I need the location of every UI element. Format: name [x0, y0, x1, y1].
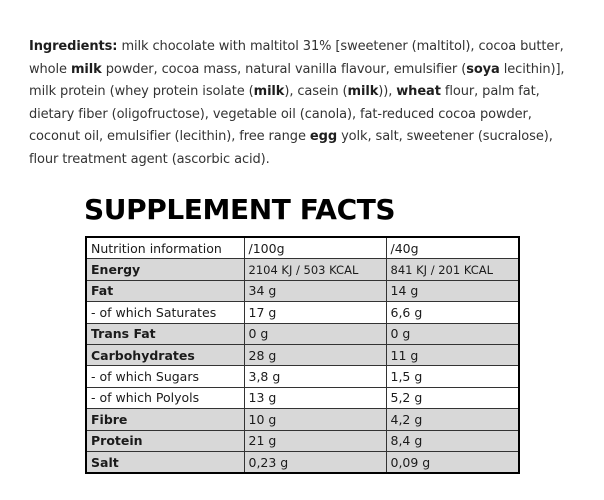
value-per-40g: 0,09 g — [385, 450, 520, 474]
table-row: Salt 0,23 g 0,09 g — [85, 450, 520, 474]
header-per-100g: /100g — [243, 236, 387, 260]
table-header-row: Nutrition information /100g /40g — [85, 236, 520, 260]
ingredient-text: lecithin)], milk protein (whey protein i… — [29, 61, 565, 100]
value-per-100g: 17 g — [243, 301, 387, 324]
value-per-40g: 0 g — [385, 322, 520, 345]
value-per-100g: 28 g — [243, 343, 387, 367]
value-per-40g: 4,2 g — [385, 408, 520, 431]
value-per-40g: 11 g — [385, 343, 520, 367]
ingredient-text: )), — [378, 84, 397, 99]
table-row: Carbohydrates 28 g 11 g — [85, 343, 520, 367]
value-per-40g: 5,2 g — [385, 386, 520, 410]
header-per-40g: /40g — [385, 236, 520, 260]
nutrient-label: Protein — [85, 429, 245, 452]
value-per-100g: 10 g — [243, 408, 387, 431]
nutrient-label: Trans Fat — [85, 322, 245, 345]
supplement-facts-title: SUPPLEMENT FACTS — [84, 193, 396, 226]
ingredient-text: milk chocolate with maltitol 31% [sweete… — [29, 39, 564, 77]
nutrient-label: Carbohydrates — [85, 343, 245, 367]
value-per-40g: 14 g — [385, 279, 520, 303]
nutrient-label: - of which Polyols — [85, 386, 245, 410]
nutrient-label: Salt — [85, 450, 245, 474]
ingredient-bold-text: wheat — [396, 84, 441, 99]
ingredient-bold-text: milk — [347, 84, 379, 99]
ingredient-bold-text: milk — [253, 84, 285, 99]
ingredients-paragraph: Ingredients: milk chocolate with maltito… — [29, 36, 579, 171]
value-per-100g: 13 g — [243, 386, 387, 410]
ingredient-bold-text: milk — [70, 61, 102, 77]
value-per-100g: 0 g — [243, 322, 387, 345]
ingredient-text: powder, cocoa mass, natural vanilla flav… — [101, 61, 467, 77]
value-per-100g: 34 g — [243, 279, 387, 303]
nutrient-label: - of which Saturates — [85, 301, 245, 324]
ingredient-text: flour, palm fat, dietary fiber (oligofru… — [29, 84, 540, 144]
nutrient-label: Energy — [85, 258, 245, 281]
table-row: - of which Polyols 13 g 5,2 g — [85, 386, 520, 410]
table-row: - of which Sugars 3,8 g 1,5 g — [85, 365, 520, 388]
ingredient-text: yolk, salt, sweetener (sucralose), flour… — [29, 129, 553, 167]
value-per-100g: 3,8 g — [243, 365, 387, 388]
value-per-40g: 8,4 g — [385, 429, 520, 452]
table-row: Energy 2104 KJ / 503 KCAL 841 KJ / 201 KCA… — [85, 258, 520, 281]
header-nutrition-information: Nutrition information — [85, 236, 245, 260]
value-per-40g: 6,6 g — [385, 301, 520, 324]
ingredient-text: ), casein ( — [284, 84, 348, 99]
ingredient-bold-text: Ingredients: — [29, 39, 118, 54]
value-per-100g: 21 g — [243, 429, 387, 452]
supplement-facts-table: Nutrition information /100g /40g Energy 2… — [85, 236, 520, 475]
table-row: Fibre 10 g 4,2 g — [85, 408, 520, 431]
table-row: Protein 21 g 8,4 g — [85, 429, 520, 452]
ingredient-bold-text: egg — [309, 129, 338, 144]
ingredient-bold-text: soya — [466, 61, 500, 77]
nutrient-label: - of which Sugars — [85, 365, 245, 388]
nutrient-label: Fibre — [85, 408, 245, 431]
value-per-40g: 841 KJ / 201 KCAL — [385, 258, 520, 281]
nutrient-label: Fat — [85, 279, 245, 303]
table-row: - of which Saturates 17 g 6,6 g — [85, 301, 520, 324]
table-row: Fat 34 g 14 g — [85, 279, 520, 303]
value-per-100g: 2104 KJ / 503 KCAL — [243, 258, 387, 281]
value-per-100g: 0,23 g — [243, 450, 387, 474]
value-per-40g: 1,5 g — [385, 365, 520, 388]
